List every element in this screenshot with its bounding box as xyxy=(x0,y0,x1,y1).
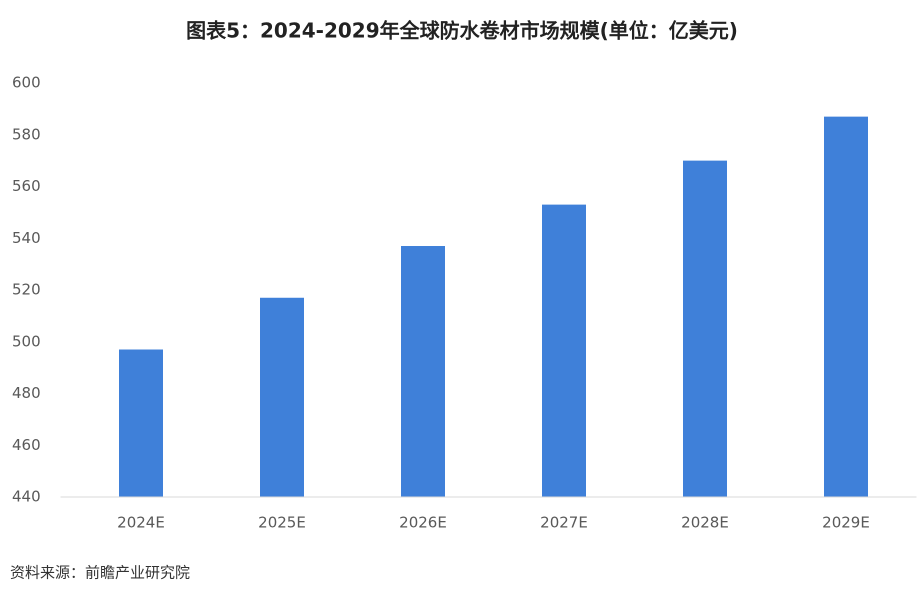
y-tick-label: 560 xyxy=(12,177,41,195)
y-tick-label: 540 xyxy=(12,229,41,247)
x-tick-label: 2027E xyxy=(540,514,588,532)
x-tick-label: 2028E xyxy=(681,514,729,532)
y-tick-label: 460 xyxy=(12,436,41,454)
y-tick-label: 500 xyxy=(12,332,41,350)
x-tick-label: 2029E xyxy=(822,514,870,532)
bar xyxy=(542,204,586,498)
bar xyxy=(260,297,304,497)
x-tick-label: 2024E xyxy=(117,514,165,532)
bar xyxy=(401,246,445,497)
y-tick-label: 480 xyxy=(12,384,41,402)
y-tick-label: 600 xyxy=(12,74,41,92)
y-tick-label: 580 xyxy=(12,125,41,143)
chart-title: 图表5：2024-2029年全球防水卷材市场规模(单位：亿美元) xyxy=(186,19,738,43)
x-tick-label: 2025E xyxy=(258,514,306,532)
y-tick-label: 520 xyxy=(12,281,41,299)
x-tick-label: 2026E xyxy=(399,514,447,532)
y-tick-label: 440 xyxy=(12,488,41,506)
source-note: 资料来源：前瞻产业研究院 xyxy=(10,564,190,582)
bar xyxy=(824,116,868,497)
bar xyxy=(683,160,727,497)
bar xyxy=(119,349,163,497)
